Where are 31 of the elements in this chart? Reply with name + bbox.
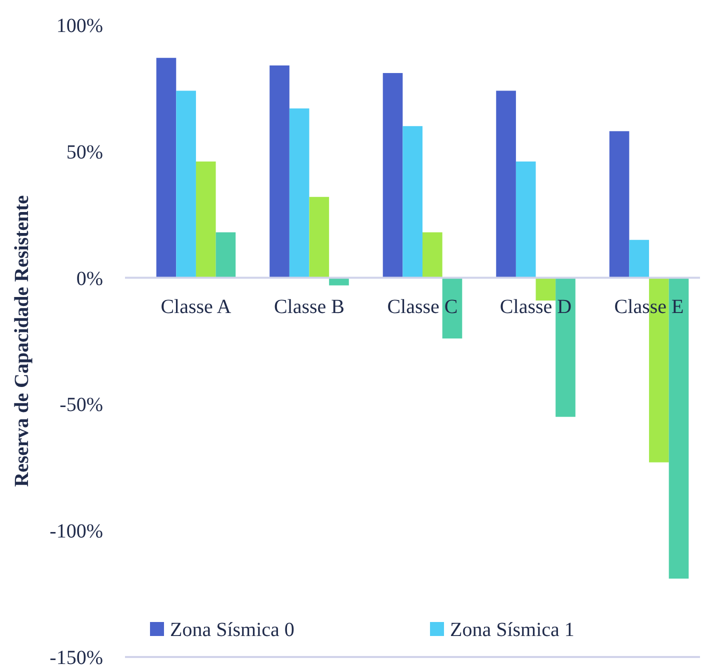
bar [516, 162, 536, 278]
bar [556, 278, 576, 417]
y-axis-title: Reserva de Capacidade Resistente [11, 195, 33, 487]
bar [216, 232, 236, 278]
y-tick-label: 0% [76, 268, 103, 290]
x-tick-label: Classe B [274, 296, 345, 318]
bar [609, 131, 630, 278]
x-tick-label: Classe A [160, 296, 232, 318]
bar [156, 58, 176, 278]
legend-label: Zona Sísmica 1 [450, 619, 574, 641]
y-tick-label: 50% [66, 141, 103, 164]
bar [668, 278, 689, 579]
x-tick-label: Classe C [387, 296, 458, 318]
bar [536, 278, 556, 301]
bar [496, 90, 516, 278]
bar [176, 90, 196, 278]
bar [422, 232, 442, 278]
bar [442, 278, 462, 338]
legend-label: Zona Sísmica 0 [170, 619, 294, 641]
y-tick-label: -150% [50, 647, 103, 666]
x-tick-label: Classe D [500, 296, 572, 318]
bar [629, 240, 650, 278]
bar [270, 65, 290, 278]
bar [289, 108, 310, 278]
y-tick-label: 100% [56, 15, 103, 37]
bar [382, 73, 403, 278]
y-tick-label: -100% [50, 520, 103, 543]
bar [309, 196, 330, 278]
y-tick-label: -50% [60, 394, 103, 416]
bar [402, 126, 422, 278]
bar [196, 162, 216, 278]
